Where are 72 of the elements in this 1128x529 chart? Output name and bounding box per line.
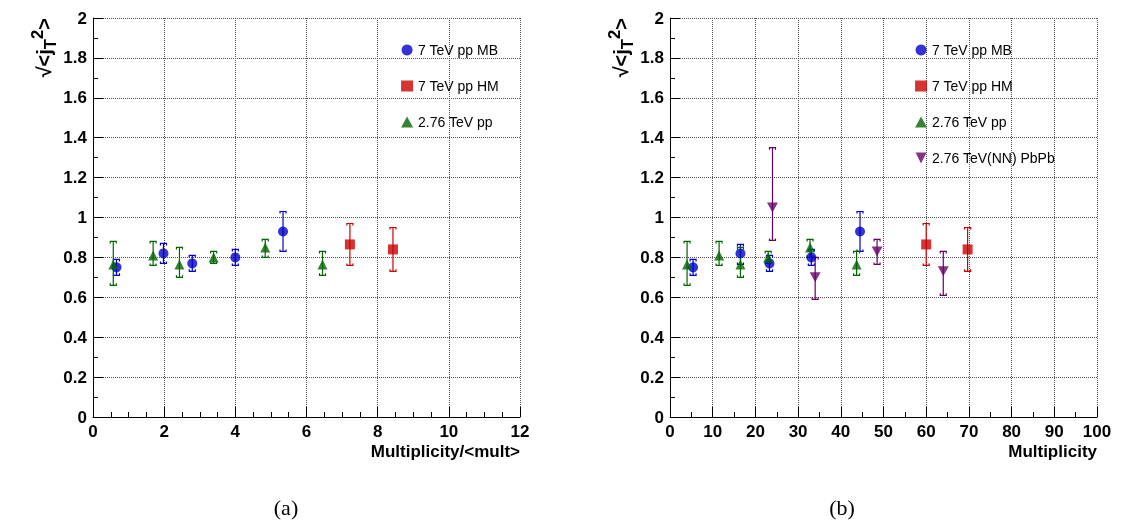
y-tick-label: 1 <box>654 208 664 227</box>
point <box>805 242 816 253</box>
point <box>851 259 862 270</box>
x-tick-label: 30 <box>788 422 808 441</box>
point <box>937 266 949 277</box>
point <box>921 239 932 250</box>
x-tick-label: 12 <box>510 422 530 441</box>
x-axis-title: Multiplicity <box>1008 442 1098 461</box>
x-tick-label: 10 <box>439 422 459 441</box>
y-tick-label: 1.4 <box>640 128 665 148</box>
point <box>735 248 746 259</box>
x-tick-label: 100 <box>1082 422 1112 441</box>
x-tick-label: 50 <box>874 422 893 441</box>
y-tick-label: 1 <box>77 208 87 227</box>
y-tick-label: 2 <box>77 8 87 28</box>
point <box>278 226 289 237</box>
point <box>317 259 328 270</box>
legend-label: 2.76 TeV pp <box>418 114 493 130</box>
legend-label: 7 TeV pp MB <box>418 42 498 58</box>
point <box>855 226 866 237</box>
y-tick-label: 0.8 <box>63 247 87 267</box>
x-tick-label: 2 <box>159 422 169 441</box>
legend-label: 7 TeV pp MB <box>932 42 1012 58</box>
point <box>806 252 817 263</box>
x-axis-title: Multiplicity/<mult> <box>370 442 521 461</box>
y-tick-label: 1.2 <box>63 168 87 188</box>
x-tick-label: 20 <box>745 422 765 441</box>
point <box>187 258 198 269</box>
y-tick-label: 0 <box>654 407 664 427</box>
x-tick-label: 40 <box>831 422 851 441</box>
point <box>230 252 241 263</box>
point <box>682 259 693 270</box>
point <box>387 244 398 255</box>
legend-label: 7 TeV pp HM <box>418 78 499 94</box>
x-tick-label: 90 <box>1044 422 1064 441</box>
x-tick-label: 6 <box>301 422 312 441</box>
x-tick-label: 80 <box>1002 422 1022 441</box>
y-tick-label: 0.6 <box>640 287 664 307</box>
y-tick-label: 0.6 <box>63 287 87 307</box>
point <box>148 250 159 261</box>
point <box>158 248 169 259</box>
point <box>174 259 185 270</box>
y-tick-label: 2 <box>654 8 664 28</box>
legend-label: 2.76 TeV(NN) PbPb <box>932 150 1055 166</box>
y-tick-label: 1.6 <box>63 88 87 108</box>
y-tick-label: 1.4 <box>63 128 88 148</box>
y-tick-label: 1.6 <box>640 88 664 108</box>
y-tick-label: 0.4 <box>63 327 88 347</box>
legend-label: 7 TeV pp HM <box>932 78 1013 94</box>
y-tick-label: 0.4 <box>640 327 665 347</box>
x-tick-label: 60 <box>916 422 936 441</box>
point <box>714 250 725 261</box>
x-tick-label: 4 <box>230 422 241 441</box>
point <box>344 239 355 250</box>
point <box>962 244 973 255</box>
y-tick-label: 1.2 <box>640 168 664 188</box>
point <box>809 272 821 283</box>
x-tick-label: 70 <box>959 422 979 441</box>
point <box>735 259 746 270</box>
text: (b) <box>829 494 855 520</box>
y-tick-label: 1.8 <box>63 48 87 68</box>
text: (a) <box>273 494 299 520</box>
point <box>871 246 883 257</box>
legend-label: 2.76 TeV pp <box>932 114 1007 130</box>
y-tick-label: 0.2 <box>63 367 87 387</box>
y-tick-label: 0 <box>77 407 87 427</box>
y-tick-label: 0.2 <box>640 367 664 387</box>
point <box>260 242 271 253</box>
y-tick-label: 0.8 <box>640 247 664 267</box>
x-tick-label: 10 <box>703 422 723 441</box>
y-tick-label: 1.8 <box>640 48 664 68</box>
x-tick-label: 8 <box>372 422 383 441</box>
